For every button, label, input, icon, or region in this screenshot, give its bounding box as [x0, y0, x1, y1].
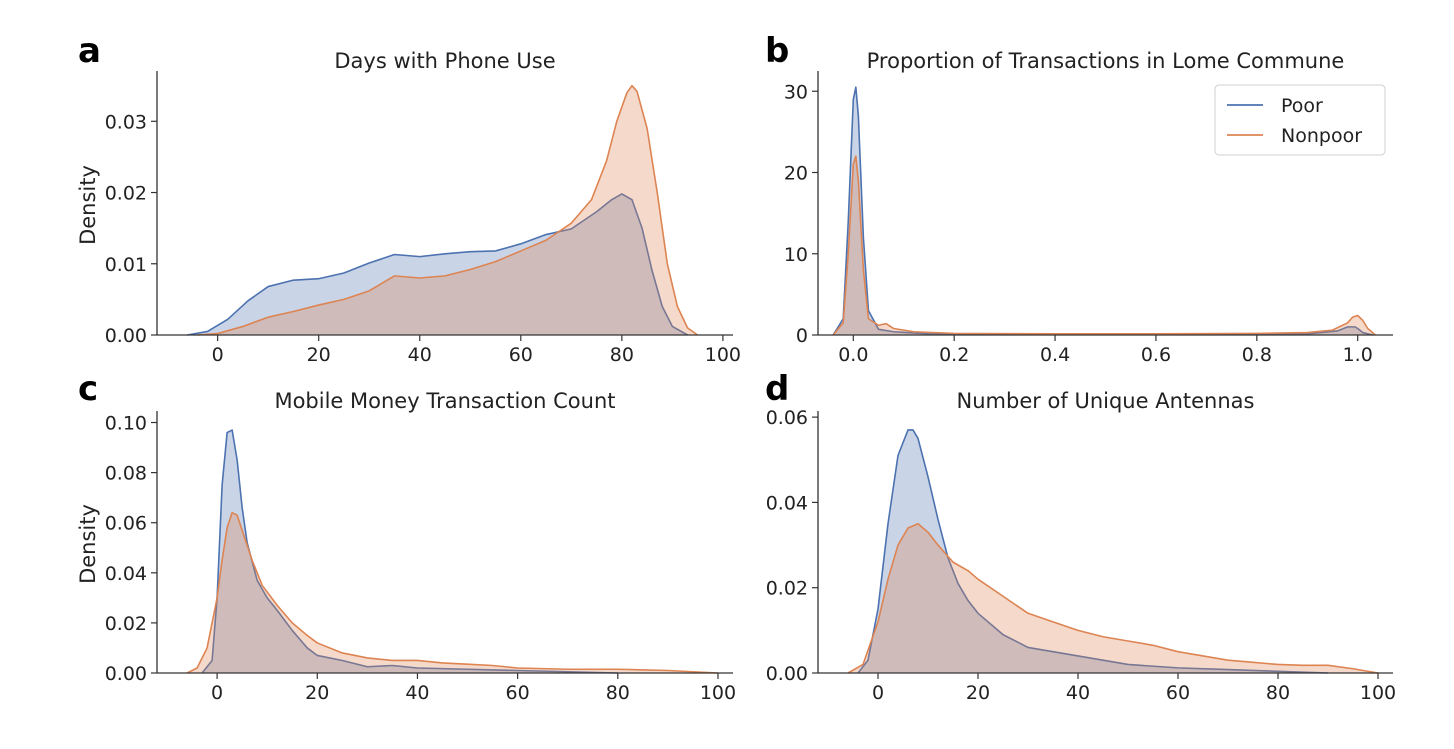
y-tick-label-b: 20: [784, 163, 808, 185]
chart-title-d: Number of Unique Antennas: [957, 389, 1255, 413]
series-area-nonpoor-a: [197, 85, 698, 336]
series-line-poor-c: [201, 429, 618, 674]
y-tick-label-b: 30: [784, 81, 808, 103]
x-tick-label-d: 40: [1066, 682, 1090, 704]
x-tick-label-c: 0: [211, 682, 223, 704]
y-tick-label-c: 0.08: [105, 463, 147, 485]
x-tick-label-a: 60: [509, 344, 533, 366]
x-tick-label-a: 80: [610, 344, 634, 366]
y-tick-label-a: 0.02: [105, 183, 147, 205]
y-tick-label-a: 0.01: [105, 254, 147, 276]
x-tick-label-d: 100: [1360, 682, 1396, 704]
x-tick-label-c: 60: [506, 682, 530, 704]
x-tick-label-a: 0: [212, 344, 224, 366]
panel-letter-d: d: [765, 369, 789, 409]
x-tick-label-a: 100: [705, 344, 741, 366]
panel-c: 0 20 40 60 80 100 0.00 0.02 0.04 0.06 0.08 0.10 Mobi…: [76, 369, 736, 704]
legend: Poor Nonpoor: [1214, 84, 1386, 156]
series-line-nonpoor-c: [186, 511, 719, 674]
x-tick-label-d: 60: [1166, 682, 1190, 704]
series-area-poor-a: [187, 193, 688, 335]
y-axis-label-a: Density: [76, 165, 100, 245]
panel-a: 0 20 40 60 80 100 0.00 0.01 0.02 0.03 Days with Ph…: [76, 31, 741, 366]
y-tick-label-d: 0.04: [766, 492, 808, 514]
y-tick-label-c: 0.06: [105, 513, 147, 535]
legend-label-nonpoor: Nonpoor: [1281, 125, 1362, 147]
x-tick-label-d: 80: [1266, 682, 1290, 704]
x-tick-label-b: 1.0: [1343, 344, 1373, 366]
series-line-poor-a: [187, 193, 688, 336]
x-tick-label-b: 0.4: [1040, 344, 1070, 366]
panel-d: 0 20 40 60 80 100 0.00 0.02 0.04 0.06 Number of Un…: [765, 369, 1396, 704]
series-area-poor-c: [202, 430, 618, 673]
y-tick-label-a: 0.03: [105, 111, 147, 133]
y-tick-label-c: 0.10: [105, 413, 147, 435]
chart-title-c: Mobile Money Transaction Count: [274, 389, 615, 413]
series-line-poor-d: [857, 429, 1329, 674]
x-tick-label-b: 0.8: [1242, 344, 1272, 366]
series-line-nonpoor-d: [847, 522, 1379, 674]
x-tick-label-c: 40: [405, 682, 429, 704]
y-tick-label-c: 0.02: [105, 613, 147, 635]
panel-letter-c: c: [78, 369, 98, 409]
y-tick-label-a: 0.00: [105, 325, 147, 347]
chart-title-b: Proportion of Transactions in Lome Commu…: [867, 49, 1345, 73]
x-tick-label-b: 0.2: [939, 344, 969, 366]
x-tick-label-d: 20: [966, 682, 990, 704]
legend-label-poor: Poor: [1281, 95, 1323, 117]
y-tick-label-d: 0.06: [766, 407, 808, 429]
panel-letter-b: b: [765, 31, 789, 71]
x-tick-label-b: 0.6: [1141, 344, 1171, 366]
x-tick-label-c: 100: [700, 682, 736, 704]
series-line-nonpoor-b: [832, 155, 1376, 336]
panel-b: 0.0 0.2 0.4 0.6 0.8 1.0 0 10 20 30 Proportion of T…: [765, 31, 1393, 366]
series-line-poor-b: [832, 86, 1374, 336]
x-tick-label-c: 20: [305, 682, 329, 704]
y-tick-label-d: 0.02: [766, 578, 808, 600]
y-tick-label-c: 0.04: [105, 563, 147, 585]
chart-title-a: Days with Phone Use: [334, 49, 555, 73]
series-area-nonpoor-c: [187, 512, 718, 673]
x-tick-label-d: 0: [872, 682, 884, 704]
y-tick-label-b: 0: [796, 325, 808, 347]
y-tick-label-c: 0.00: [105, 663, 147, 685]
legend-box: [1214, 84, 1386, 156]
y-tick-label-d: 0.00: [766, 663, 808, 685]
x-tick-label-a: 20: [307, 344, 331, 366]
y-axis-label-c: Density: [76, 504, 100, 584]
panel-letter-a: a: [78, 31, 101, 71]
series-line-nonpoor-a: [197, 84, 699, 336]
x-tick-label-a: 40: [408, 344, 432, 366]
series-area-nonpoor-d: [848, 523, 1378, 673]
x-tick-label-b: 0.0: [838, 344, 868, 366]
series-area-poor-d: [858, 429, 1328, 673]
y-tick-label-b: 10: [784, 244, 808, 266]
x-tick-label-c: 80: [606, 682, 630, 704]
series-area-nonpoor-b: [833, 156, 1376, 335]
